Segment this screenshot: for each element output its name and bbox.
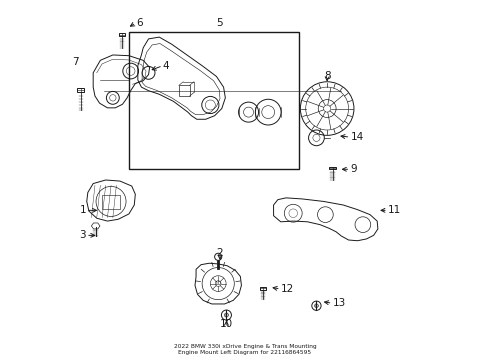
- Bar: [179, 85, 190, 96]
- Text: 5: 5: [217, 18, 223, 28]
- Bar: [119, 33, 125, 36]
- Text: 2: 2: [217, 248, 223, 258]
- Circle shape: [215, 253, 222, 260]
- Text: 2022 BMW 330i xDrive Engine & Trans Mounting
Engine Mount Left Diagram for 22116: 2022 BMW 330i xDrive Engine & Trans Moun…: [173, 344, 317, 355]
- Bar: [102, 195, 120, 208]
- Text: 7: 7: [72, 57, 78, 67]
- Text: 12: 12: [281, 284, 294, 294]
- Text: 11: 11: [388, 205, 401, 215]
- Bar: [77, 87, 84, 92]
- Text: 8: 8: [324, 71, 330, 81]
- Text: 3: 3: [79, 230, 86, 240]
- Text: 13: 13: [333, 298, 346, 308]
- Text: 1: 1: [79, 205, 86, 215]
- Text: 10: 10: [215, 281, 221, 286]
- Bar: [129, 32, 298, 169]
- Bar: [329, 167, 336, 169]
- Text: 4: 4: [163, 61, 170, 71]
- Bar: [260, 287, 266, 289]
- Text: 9: 9: [350, 164, 357, 174]
- Text: 10: 10: [220, 319, 233, 329]
- Text: 6: 6: [136, 18, 143, 28]
- Text: 14: 14: [350, 132, 364, 142]
